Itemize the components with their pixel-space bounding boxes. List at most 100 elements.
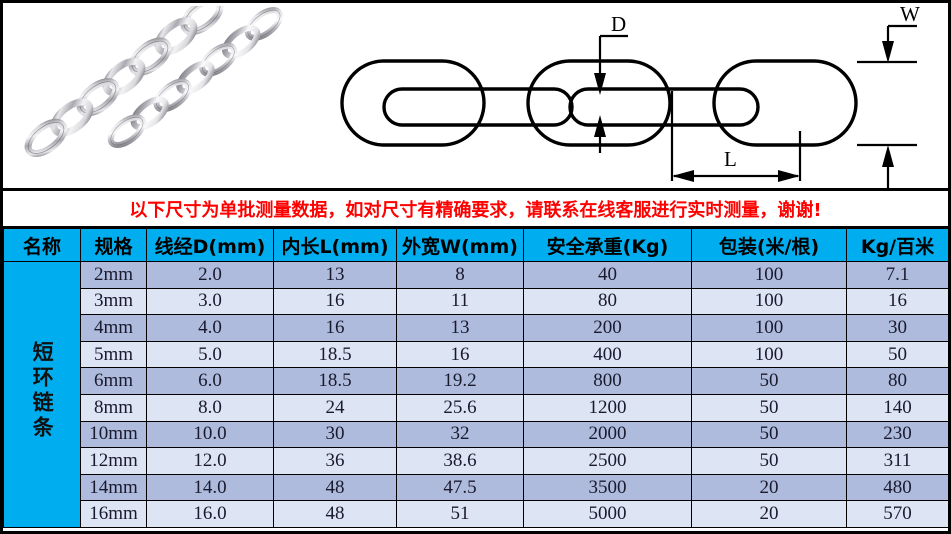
illustration-band: D L — [0, 0, 951, 191]
column-header-packing: 包装(米/根) — [691, 228, 847, 262]
cell-packing: 50 — [691, 393, 847, 422]
cell-inner-l: 36 — [273, 447, 397, 475]
cell-kg-per-100m: 30 — [846, 314, 949, 342]
column-header-wire-d: 线经D(mm) — [146, 228, 274, 262]
dimension-d-marker — [594, 34, 628, 153]
table-header-row: 名称 规格 线经D(mm) 内长L(mm) 外宽W(mm) 安全承重(Kg) 包… — [3, 228, 949, 262]
cell-spec: 4mm — [80, 314, 147, 342]
table-row: 短环链条 2mm 2.0 13 8 40 100 7.1 — [3, 261, 949, 528]
cell-spec: 3mm — [80, 287, 147, 316]
cell-wire-d: 12.0 — [146, 447, 274, 475]
cell-packing: 50 — [691, 447, 847, 475]
cell-spec: 14mm — [80, 473, 147, 502]
table-row: 5mm 5.0 18.5 16 400 100 50 — [4, 340, 949, 369]
cell-inner-l: 13 — [273, 261, 397, 289]
column-header-name: 名称 — [3, 228, 81, 262]
cell-safe-load: 1200 — [523, 393, 692, 422]
cell-spec: 8mm — [80, 393, 147, 422]
cell-inner-l: 16 — [273, 287, 397, 316]
cell-outer-w: 16 — [396, 340, 524, 369]
cell-kg-per-100m: 80 — [846, 367, 949, 395]
cell-inner-l: 18.5 — [273, 367, 397, 395]
dimension-d-label: D — [611, 12, 626, 36]
cell-safe-load: 80 — [523, 287, 692, 316]
cell-kg-per-100m: 480 — [846, 473, 949, 502]
table-body: 短环链条 2mm 2.0 13 8 40 100 7.1 3mm 3.0 16 11 80 100 16 4m… — [3, 261, 949, 528]
cell-packing: 50 — [691, 367, 847, 395]
cell-outer-w: 11 — [396, 287, 524, 316]
cell-wire-d: 2.0 — [146, 261, 274, 289]
cell-packing: 50 — [691, 420, 847, 449]
cell-safe-load: 3500 — [523, 473, 692, 502]
table-row: 14mm 14.0 48 47.5 3500 20 480 — [4, 473, 949, 502]
cell-packing: 100 — [691, 261, 847, 289]
cell-wire-d: 5.0 — [146, 340, 274, 369]
cell-wire-d: 10.0 — [146, 420, 274, 449]
cell-kg-per-100m: 570 — [846, 500, 949, 528]
cell-spec: 12mm — [80, 447, 147, 475]
cell-kg-per-100m: 140 — [846, 393, 949, 422]
dimension-w-marker — [857, 24, 917, 188]
cell-safe-load: 200 — [523, 314, 692, 342]
spec-table-container: 名称 规格 线经D(mm) 内长L(mm) 外宽W(mm) 安全承重(Kg) 包… — [0, 228, 951, 534]
cell-safe-load: 40 — [523, 261, 692, 289]
cell-inner-l: 30 — [273, 420, 397, 449]
cell-outer-w: 38.6 — [396, 447, 524, 475]
cell-wire-d: 14.0 — [146, 473, 274, 502]
cell-outer-w: 13 — [396, 314, 524, 342]
cell-kg-per-100m: 7.1 — [846, 261, 949, 289]
cell-packing: 100 — [691, 287, 847, 316]
cell-kg-per-100m: 50 — [846, 340, 949, 369]
cell-packing: 20 — [691, 500, 847, 528]
cell-packing: 100 — [691, 314, 847, 342]
table-row: 12mm 12.0 36 38.6 2500 50 311 — [4, 447, 949, 475]
cell-inner-l: 24 — [273, 393, 397, 422]
cell-inner-l: 48 — [273, 473, 397, 502]
column-header-spec: 规格 — [80, 228, 147, 262]
row-group-label-text: 短环链条 — [30, 341, 55, 442]
cell-spec: 16mm — [80, 500, 147, 528]
dimension-l-marker — [670, 91, 802, 182]
chain-dimension-schematic: D L — [328, 3, 948, 188]
cell-wire-d: 16.0 — [146, 500, 274, 528]
cell-outer-w: 32 — [396, 420, 524, 449]
cell-packing: 20 — [691, 473, 847, 502]
dimension-l-label: L — [724, 147, 737, 171]
cell-inner-l: 18.5 — [273, 340, 397, 369]
cell-kg-per-100m: 230 — [846, 420, 949, 449]
column-header-kg-per-100m: Kg/百米 — [846, 228, 949, 262]
cell-safe-load: 800 — [523, 367, 692, 395]
notice-text: 以下尺寸为单批测量数据，如对尺寸有精确要求，请联系在线客服进行实时测量，谢谢! — [129, 199, 822, 221]
chain-photo — [6, 6, 336, 188]
cell-safe-load: 400 — [523, 340, 692, 369]
cell-safe-load: 2000 — [523, 420, 692, 449]
cell-outer-w: 25.6 — [396, 393, 524, 422]
cell-outer-w: 19.2 — [396, 367, 524, 395]
cell-wire-d: 4.0 — [146, 314, 274, 342]
cell-inner-l: 16 — [273, 314, 397, 342]
chain-spec-table: 名称 规格 线经D(mm) 内长L(mm) 外宽W(mm) 安全承重(Kg) 包… — [3, 228, 949, 528]
cell-wire-d: 3.0 — [146, 287, 274, 316]
cell-outer-w: 51 — [396, 500, 524, 528]
measurement-notice: 以下尺寸为单批测量数据，如对尺寸有精确要求，请联系在线客服进行实时测量，谢谢! — [0, 191, 951, 228]
cell-packing: 100 — [691, 340, 847, 369]
table-row: 16mm 16.0 48 51 5000 20 570 — [4, 500, 949, 528]
cell-spec: 2mm — [80, 261, 147, 289]
cell-spec: 10mm — [80, 420, 147, 449]
table-row: 8mm 8.0 24 25.6 1200 50 140 — [4, 393, 949, 422]
row-group-label: 短环链条 — [3, 261, 81, 528]
cell-outer-w: 47.5 — [396, 473, 524, 502]
cell-wire-d: 6.0 — [146, 367, 274, 395]
cell-spec: 6mm — [80, 367, 147, 395]
cell-safe-load: 2500 — [523, 447, 692, 475]
cell-wire-d: 8.0 — [146, 393, 274, 422]
table-row: 4mm 4.0 16 13 200 100 30 — [4, 314, 949, 342]
cell-spec: 5mm — [80, 340, 147, 369]
cell-kg-per-100m: 16 — [846, 287, 949, 316]
cell-safe-load: 5000 — [523, 500, 692, 528]
table-row: 3mm 3.0 16 11 80 100 16 — [4, 287, 949, 316]
column-header-outer-w: 外宽W(mm) — [396, 228, 524, 262]
column-header-safe-load: 安全承重(Kg) — [523, 228, 692, 262]
cell-kg-per-100m: 311 — [846, 447, 949, 475]
